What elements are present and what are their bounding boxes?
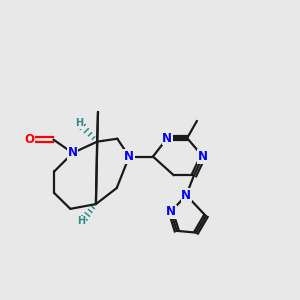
Text: H: H bbox=[78, 216, 86, 226]
Text: N: N bbox=[181, 189, 191, 202]
Text: N: N bbox=[198, 150, 208, 163]
Text: O: O bbox=[25, 133, 34, 146]
Text: H: H bbox=[75, 118, 83, 128]
Text: N: N bbox=[68, 146, 78, 160]
Text: N: N bbox=[166, 205, 176, 218]
Text: N: N bbox=[124, 150, 134, 163]
Text: N: N bbox=[162, 132, 172, 145]
